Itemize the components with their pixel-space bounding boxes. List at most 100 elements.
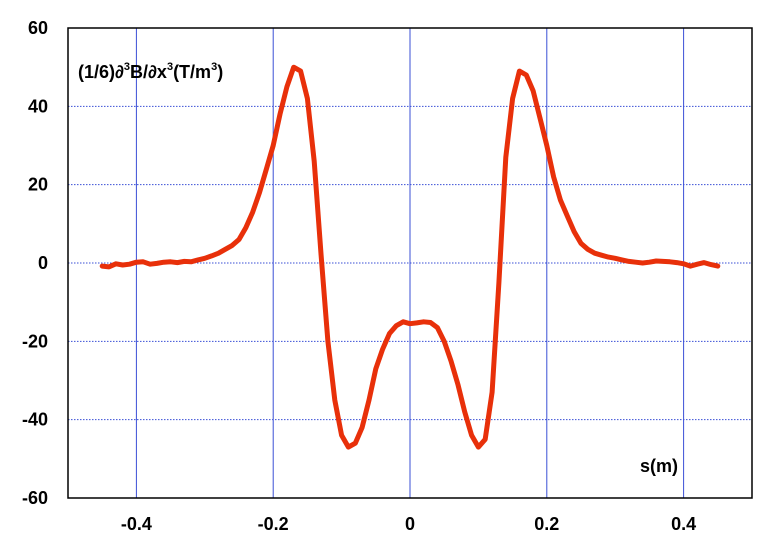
- data-point: [716, 264, 720, 268]
- data-point: [251, 210, 255, 214]
- y-tick-label: -40: [22, 410, 48, 430]
- data-point: [374, 367, 378, 371]
- data-point: [285, 85, 289, 89]
- data-point: [319, 253, 323, 257]
- y-tick-label: 60: [28, 18, 48, 38]
- data-point: [100, 264, 104, 268]
- data-point: [647, 260, 651, 264]
- data-point: [401, 320, 405, 324]
- data-point: [702, 261, 706, 265]
- data-point: [497, 281, 501, 285]
- x-tick-labels: -0.4 -0.2 0 0.2 0.4: [121, 514, 696, 534]
- data-point: [634, 260, 638, 264]
- data-point: [579, 241, 583, 245]
- x-axis-title: s(m): [640, 456, 678, 476]
- x-tick-label: 0.2: [534, 514, 559, 534]
- data-point: [449, 359, 453, 363]
- data-point: [367, 398, 371, 402]
- data-point: [470, 433, 474, 437]
- data-point: [613, 256, 617, 260]
- data-point: [675, 261, 679, 265]
- data-point: [429, 321, 433, 325]
- data-point: [586, 247, 590, 251]
- data-point: [552, 175, 556, 179]
- data-point: [463, 410, 467, 414]
- data-point: [435, 326, 439, 330]
- data-point: [565, 214, 569, 218]
- data-point: [641, 261, 645, 265]
- data-point: [620, 258, 624, 262]
- data-point: [606, 255, 610, 259]
- data-point: [333, 398, 337, 402]
- data-point: [422, 320, 426, 324]
- data-point: [600, 253, 604, 257]
- data-point: [558, 198, 562, 202]
- data-point: [654, 259, 658, 263]
- y-tick-label: 40: [28, 96, 48, 116]
- data-point: [114, 262, 118, 266]
- plot-frame: [67, 27, 753, 499]
- data-point: [476, 445, 480, 449]
- data-point: [695, 262, 699, 266]
- data-point: [593, 251, 597, 255]
- data-point: [511, 97, 515, 100]
- data-points: [100, 65, 720, 449]
- data-point: [299, 69, 303, 73]
- x-tick-label: 0.4: [671, 514, 696, 534]
- data-point: [682, 262, 686, 266]
- data-point: [668, 260, 672, 264]
- data-point: [155, 261, 159, 265]
- y-tick-label: 20: [28, 175, 48, 195]
- data-point: [531, 89, 535, 93]
- data-point: [182, 259, 186, 263]
- data-point: [121, 263, 125, 267]
- data-point: [709, 263, 713, 267]
- data-point: [346, 445, 350, 449]
- data-point: [572, 230, 576, 234]
- data-point: [196, 258, 200, 262]
- data-point: [360, 426, 364, 429]
- data-point: [394, 324, 398, 328]
- data-point: [175, 261, 179, 265]
- data-point: [456, 382, 460, 386]
- y-tick-label: 0: [38, 253, 48, 273]
- data-point: [545, 144, 549, 147]
- data-point: [216, 251, 220, 255]
- data-point: [107, 265, 111, 269]
- data-point: [688, 264, 692, 268]
- data-point: [258, 191, 262, 194]
- data-point: [264, 167, 268, 171]
- data-point: [189, 260, 193, 264]
- data-point: [627, 259, 631, 263]
- x-tick-label: -0.4: [121, 514, 152, 534]
- data-point: [271, 144, 275, 147]
- data-point: [381, 347, 385, 351]
- data-point: [326, 339, 330, 343]
- data-point: [210, 254, 214, 258]
- data-point: [538, 116, 542, 120]
- data-point: [148, 262, 152, 266]
- x-tick-label: -0.2: [258, 514, 289, 534]
- data-point: [223, 247, 227, 251]
- data-point: [504, 155, 508, 159]
- data-point: [134, 260, 138, 264]
- data-point: [237, 238, 241, 241]
- data-point: [490, 390, 494, 394]
- data-point: [292, 65, 296, 69]
- data-point: [387, 332, 391, 335]
- data-point: [128, 262, 132, 266]
- data-point: [141, 260, 145, 264]
- y-tick-labels: -60 -40 -20 0 20 40 60: [22, 18, 48, 508]
- y-tick-label: -60: [22, 488, 48, 508]
- data-point: [305, 97, 309, 100]
- data-point: [203, 256, 207, 260]
- data-point: [442, 339, 446, 343]
- data-point: [408, 322, 412, 326]
- data-point: [162, 260, 166, 264]
- y-axis-title: (1/6)∂3B/∂x3(T/m3): [78, 61, 223, 82]
- data-point: [230, 243, 234, 247]
- data-point: [483, 437, 487, 441]
- data-point: [244, 226, 248, 230]
- data-point: [278, 112, 282, 116]
